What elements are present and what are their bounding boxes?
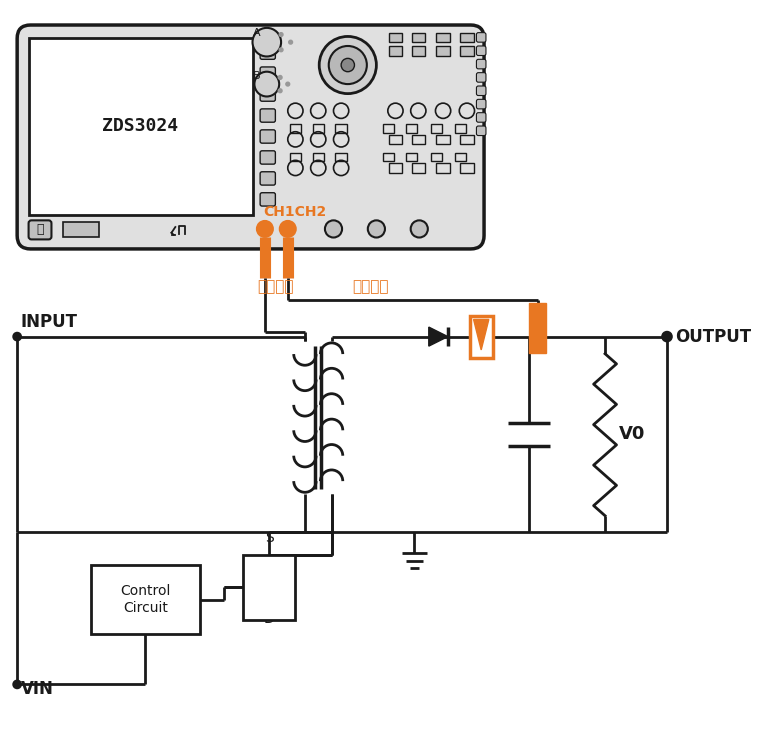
Circle shape bbox=[368, 221, 385, 238]
FancyBboxPatch shape bbox=[477, 72, 486, 82]
FancyBboxPatch shape bbox=[260, 130, 275, 143]
FancyBboxPatch shape bbox=[389, 46, 402, 55]
FancyBboxPatch shape bbox=[477, 32, 486, 42]
FancyBboxPatch shape bbox=[477, 100, 486, 109]
FancyBboxPatch shape bbox=[17, 25, 484, 249]
Circle shape bbox=[286, 82, 290, 86]
FancyBboxPatch shape bbox=[90, 565, 200, 634]
Circle shape bbox=[278, 75, 282, 79]
Circle shape bbox=[325, 221, 342, 238]
Circle shape bbox=[279, 48, 283, 52]
FancyBboxPatch shape bbox=[260, 193, 275, 206]
Text: 电流探头: 电流探头 bbox=[257, 279, 294, 294]
Text: V0: V0 bbox=[619, 425, 645, 444]
Text: ⏻: ⏻ bbox=[36, 224, 44, 236]
FancyBboxPatch shape bbox=[243, 555, 296, 620]
Text: B: B bbox=[252, 72, 260, 81]
Circle shape bbox=[14, 680, 21, 689]
Text: VIN: VIN bbox=[21, 680, 54, 698]
FancyBboxPatch shape bbox=[260, 109, 275, 123]
FancyBboxPatch shape bbox=[460, 32, 474, 42]
Text: 电压探头: 电压探头 bbox=[352, 279, 389, 294]
FancyBboxPatch shape bbox=[63, 222, 99, 237]
FancyBboxPatch shape bbox=[477, 126, 486, 136]
FancyBboxPatch shape bbox=[412, 46, 425, 55]
FancyBboxPatch shape bbox=[29, 38, 252, 215]
Polygon shape bbox=[474, 320, 489, 350]
FancyBboxPatch shape bbox=[437, 46, 449, 55]
Polygon shape bbox=[429, 327, 448, 346]
FancyBboxPatch shape bbox=[477, 86, 486, 95]
FancyBboxPatch shape bbox=[260, 67, 275, 80]
Circle shape bbox=[255, 72, 279, 97]
FancyBboxPatch shape bbox=[437, 32, 449, 42]
FancyBboxPatch shape bbox=[477, 59, 486, 69]
Circle shape bbox=[662, 332, 672, 342]
Text: CH1CH2: CH1CH2 bbox=[263, 204, 326, 218]
Circle shape bbox=[341, 58, 355, 72]
FancyBboxPatch shape bbox=[529, 303, 546, 353]
FancyBboxPatch shape bbox=[260, 88, 275, 101]
Text: ZDS3024: ZDS3024 bbox=[102, 117, 179, 136]
FancyBboxPatch shape bbox=[29, 221, 52, 239]
FancyBboxPatch shape bbox=[260, 172, 275, 185]
Circle shape bbox=[278, 89, 282, 93]
Circle shape bbox=[279, 32, 283, 36]
FancyBboxPatch shape bbox=[260, 46, 275, 59]
FancyBboxPatch shape bbox=[477, 46, 486, 55]
Circle shape bbox=[329, 46, 367, 84]
Circle shape bbox=[14, 333, 21, 340]
Text: Control
Circuit: Control Circuit bbox=[120, 584, 171, 615]
Circle shape bbox=[411, 221, 428, 238]
FancyBboxPatch shape bbox=[260, 151, 275, 164]
Circle shape bbox=[280, 221, 296, 237]
FancyBboxPatch shape bbox=[389, 32, 402, 42]
Circle shape bbox=[252, 28, 281, 57]
Circle shape bbox=[289, 41, 293, 44]
FancyBboxPatch shape bbox=[470, 316, 493, 358]
FancyBboxPatch shape bbox=[477, 113, 486, 123]
Text: INPUT: INPUT bbox=[21, 313, 78, 331]
Text: A: A bbox=[252, 29, 260, 38]
Text: D: D bbox=[264, 613, 274, 627]
Text: OUTPUT: OUTPUT bbox=[675, 328, 750, 345]
Circle shape bbox=[257, 221, 273, 237]
FancyBboxPatch shape bbox=[412, 32, 425, 42]
FancyBboxPatch shape bbox=[460, 46, 474, 55]
Text: S: S bbox=[265, 531, 274, 545]
Circle shape bbox=[319, 36, 377, 94]
